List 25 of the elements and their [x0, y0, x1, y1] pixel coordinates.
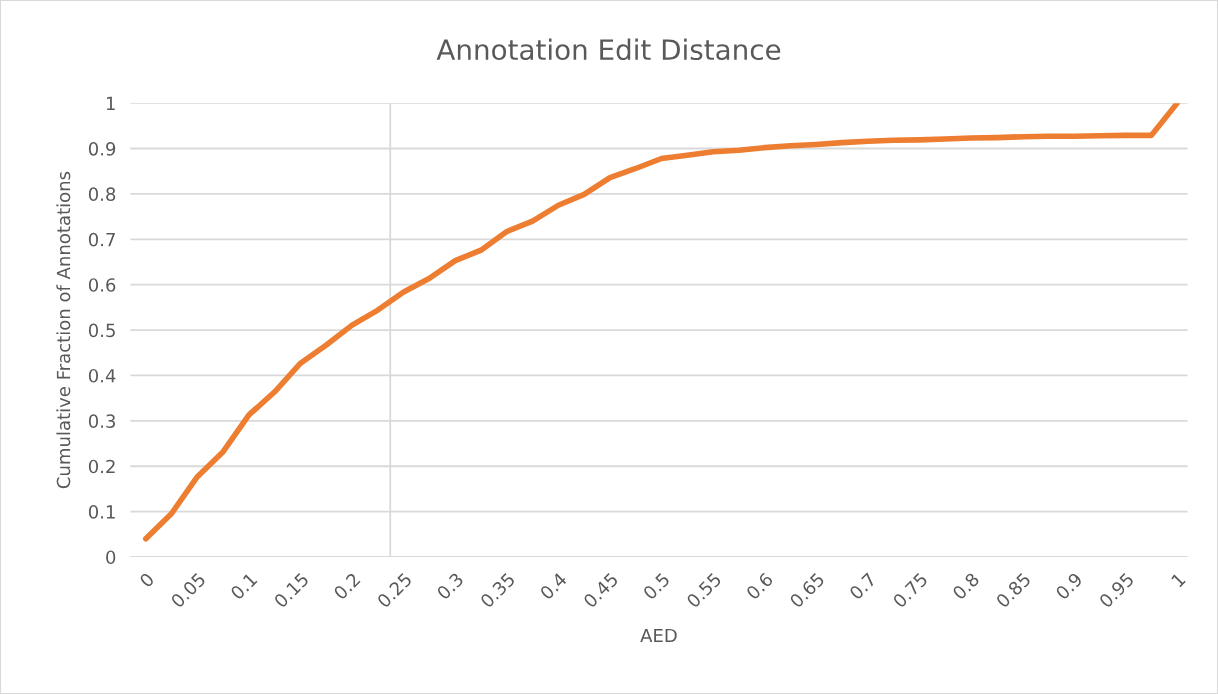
x-tick-label: 0 [138, 571, 155, 589]
x-tick-label: 0.8 [951, 571, 980, 601]
y-tick-label: 0.7 [88, 232, 115, 247]
x-tick-label: 0.7 [848, 572, 877, 601]
x-tick-label: 0.9 [1054, 572, 1084, 601]
y-tick-label: 0.4 [88, 368, 116, 383]
y-tick-label: 1 [106, 96, 115, 110]
x-tick-label: 0.4 [539, 571, 568, 601]
x-tick-label: 0.6 [745, 571, 774, 601]
x-tick-label: 0.1 [229, 572, 258, 601]
x-axis-title: AED [640, 628, 677, 643]
x-tick-label: 1 [1170, 572, 1186, 588]
y-axis-title: Cumulative Fraction of Annotations [56, 171, 71, 489]
y-tick-label: 0.2 [88, 459, 115, 474]
x-tick-label: 0.5 [642, 572, 671, 601]
y-tick-label: 0 [106, 550, 116, 565]
y-tick-label: 0.1 [88, 505, 115, 519]
y-tick-label: 0.6 [88, 278, 116, 292]
x-tick-label: 0.2 [332, 572, 361, 601]
y-tick-label: 0.8 [88, 187, 116, 202]
x-tick-label: 0.3 [435, 572, 465, 601]
y-tick-label: 0.5 [88, 323, 115, 338]
y-tick-label: 0.3 [88, 414, 115, 428]
chart-title: Annotation Edit Distance [436, 38, 781, 61]
y-tick-label: 0.9 [88, 141, 116, 156]
